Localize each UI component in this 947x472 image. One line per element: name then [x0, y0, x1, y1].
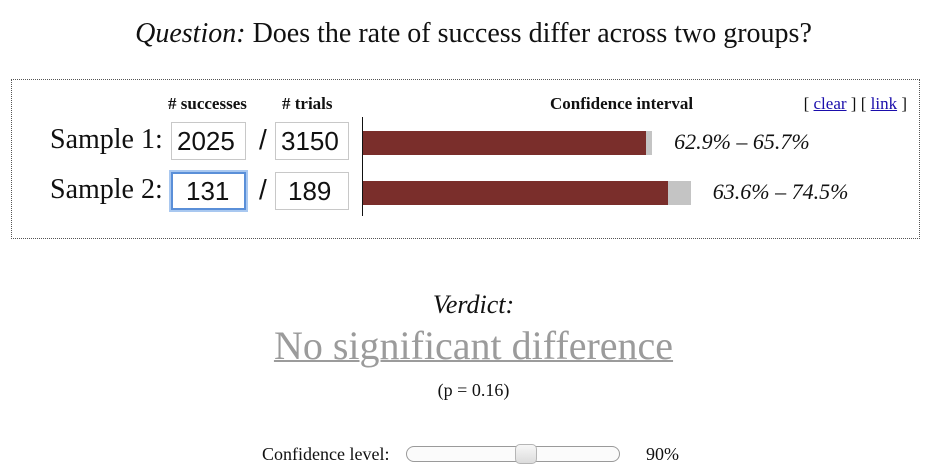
sample-1-trials-input[interactable]	[275, 122, 349, 160]
sample-panel: # successes # trials Confidence interval…	[11, 79, 920, 239]
confidence-level-label: Confidence level:	[262, 444, 390, 464]
links-bracket-mid: ] [	[846, 94, 871, 113]
panel-links: [ clear ] [ link ]	[804, 94, 907, 114]
sample-2-trials-input[interactable]	[275, 172, 349, 210]
question: Question: Does the rate of success diffe…	[0, 18, 947, 50]
sample-1-label: Sample 1:	[50, 124, 163, 155]
sample-2-label: Sample 2:	[50, 174, 163, 205]
permalink-link[interactable]: link	[870, 94, 898, 113]
header-trials: # trials	[282, 94, 333, 113]
clear-link[interactable]: clear	[813, 94, 847, 113]
sample-1-successes-input[interactable]	[171, 122, 246, 160]
p-value: (p = 0.16)	[437, 380, 510, 400]
confidence-level-value: 90%	[646, 444, 679, 464]
question-label: Question:	[135, 18, 246, 49]
verdict-label: Verdict:	[432, 290, 515, 319]
verdict-text: No significant difference	[273, 323, 674, 368]
sample-2-rate-bar	[363, 181, 668, 205]
sample-2-ci-text: 63.6% – 74.5%	[712, 179, 849, 204]
sample-2-bar	[363, 181, 691, 205]
sample-1-bar	[363, 131, 653, 155]
confidence-slider[interactable]	[406, 444, 620, 464]
sample-2-slash: /	[259, 174, 267, 205]
sample-row-1: Sample 1: / 62.9% – 65.7%	[12, 120, 919, 164]
sample-2-successes-input[interactable]	[171, 172, 246, 210]
sample-1-ci-text: 62.9% – 65.7%	[674, 129, 810, 154]
sample-1-slash: /	[259, 124, 267, 155]
confidence-slider-thumb[interactable]	[515, 444, 538, 464]
sample-row-2: Sample 2: / 63.6% – 74.5%	[12, 170, 919, 214]
links-bracket-close: ]	[897, 94, 907, 113]
header-confidence-interval: Confidence interval	[550, 94, 694, 113]
zero-axis-line	[362, 117, 363, 216]
question-text: Does the rate of success differ across t…	[245, 18, 812, 49]
sample-1-rate-bar	[363, 131, 646, 155]
links-bracket-open: [	[803, 94, 814, 113]
header-successes: # successes	[168, 94, 247, 113]
